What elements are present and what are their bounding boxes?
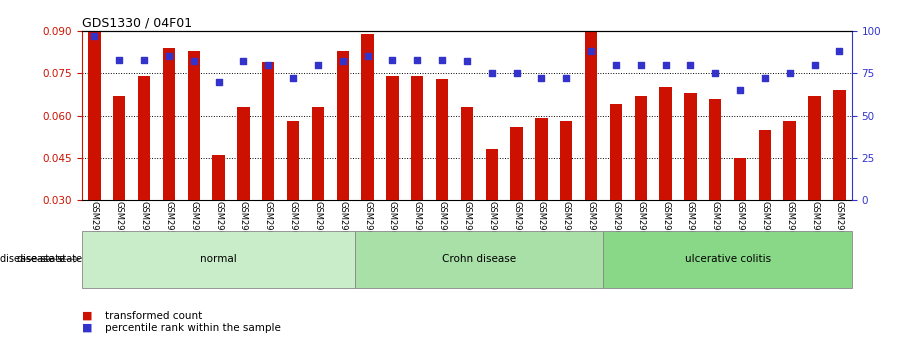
Bar	[386, 76, 399, 200]
Bar	[88, 31, 100, 200]
Bar	[262, 62, 274, 200]
Bar	[535, 118, 548, 200]
Bar	[82, 230, 355, 288]
Point	[832, 49, 846, 54]
Point	[460, 59, 475, 64]
Bar	[237, 107, 250, 200]
Text: percentile rank within the sample: percentile rank within the sample	[105, 323, 281, 333]
Text: ulcerative colitis: ulcerative colitis	[684, 254, 771, 264]
Point	[435, 57, 449, 62]
Point	[732, 87, 747, 93]
Bar	[634, 96, 647, 200]
Bar	[510, 127, 523, 200]
Text: normal: normal	[200, 254, 237, 264]
Point	[261, 62, 275, 68]
Point	[112, 57, 127, 62]
Bar	[609, 104, 622, 200]
Point	[559, 76, 574, 81]
Bar	[163, 48, 175, 200]
Point	[534, 76, 548, 81]
Bar	[834, 90, 845, 200]
Bar	[684, 93, 697, 200]
Point	[286, 76, 301, 81]
Point	[807, 62, 822, 68]
Point	[633, 62, 648, 68]
Point	[509, 71, 524, 76]
Text: Crohn disease: Crohn disease	[442, 254, 517, 264]
Text: ■: ■	[82, 323, 93, 333]
Bar	[585, 31, 598, 200]
Bar	[808, 96, 821, 200]
Bar	[709, 99, 722, 200]
Point	[783, 71, 797, 76]
Bar	[734, 158, 746, 200]
Bar	[560, 121, 572, 200]
Bar	[355, 230, 603, 288]
Point	[758, 76, 773, 81]
Point	[485, 71, 499, 76]
Bar	[113, 96, 126, 200]
Point	[211, 79, 226, 85]
Point	[236, 59, 251, 64]
Point	[659, 62, 673, 68]
Bar	[336, 51, 349, 200]
Bar	[138, 76, 150, 200]
Point	[137, 57, 151, 62]
Point	[584, 49, 599, 54]
Point	[609, 62, 623, 68]
Point	[410, 57, 425, 62]
Point	[335, 59, 350, 64]
Point	[683, 62, 698, 68]
Point	[87, 33, 102, 39]
Text: transformed count: transformed count	[105, 311, 202, 321]
Text: disease state: disease state	[16, 254, 82, 264]
Bar	[411, 76, 424, 200]
Bar	[287, 121, 300, 200]
Bar	[783, 121, 796, 200]
Text: ■: ■	[82, 311, 93, 321]
Point	[311, 62, 325, 68]
Bar	[435, 79, 448, 200]
Bar	[486, 149, 498, 200]
Bar	[212, 155, 225, 200]
Text: disease state: disease state	[0, 254, 65, 264]
Point	[161, 54, 176, 59]
Bar	[188, 51, 200, 200]
Bar	[759, 130, 771, 200]
Bar	[312, 107, 324, 200]
Point	[708, 71, 722, 76]
Point	[385, 57, 400, 62]
Bar	[461, 107, 473, 200]
Text: GDS1330 / 04F01: GDS1330 / 04F01	[82, 17, 192, 30]
Bar	[362, 34, 374, 200]
Point	[360, 54, 374, 59]
Point	[187, 59, 201, 64]
Bar	[603, 230, 852, 288]
Bar	[660, 87, 671, 200]
